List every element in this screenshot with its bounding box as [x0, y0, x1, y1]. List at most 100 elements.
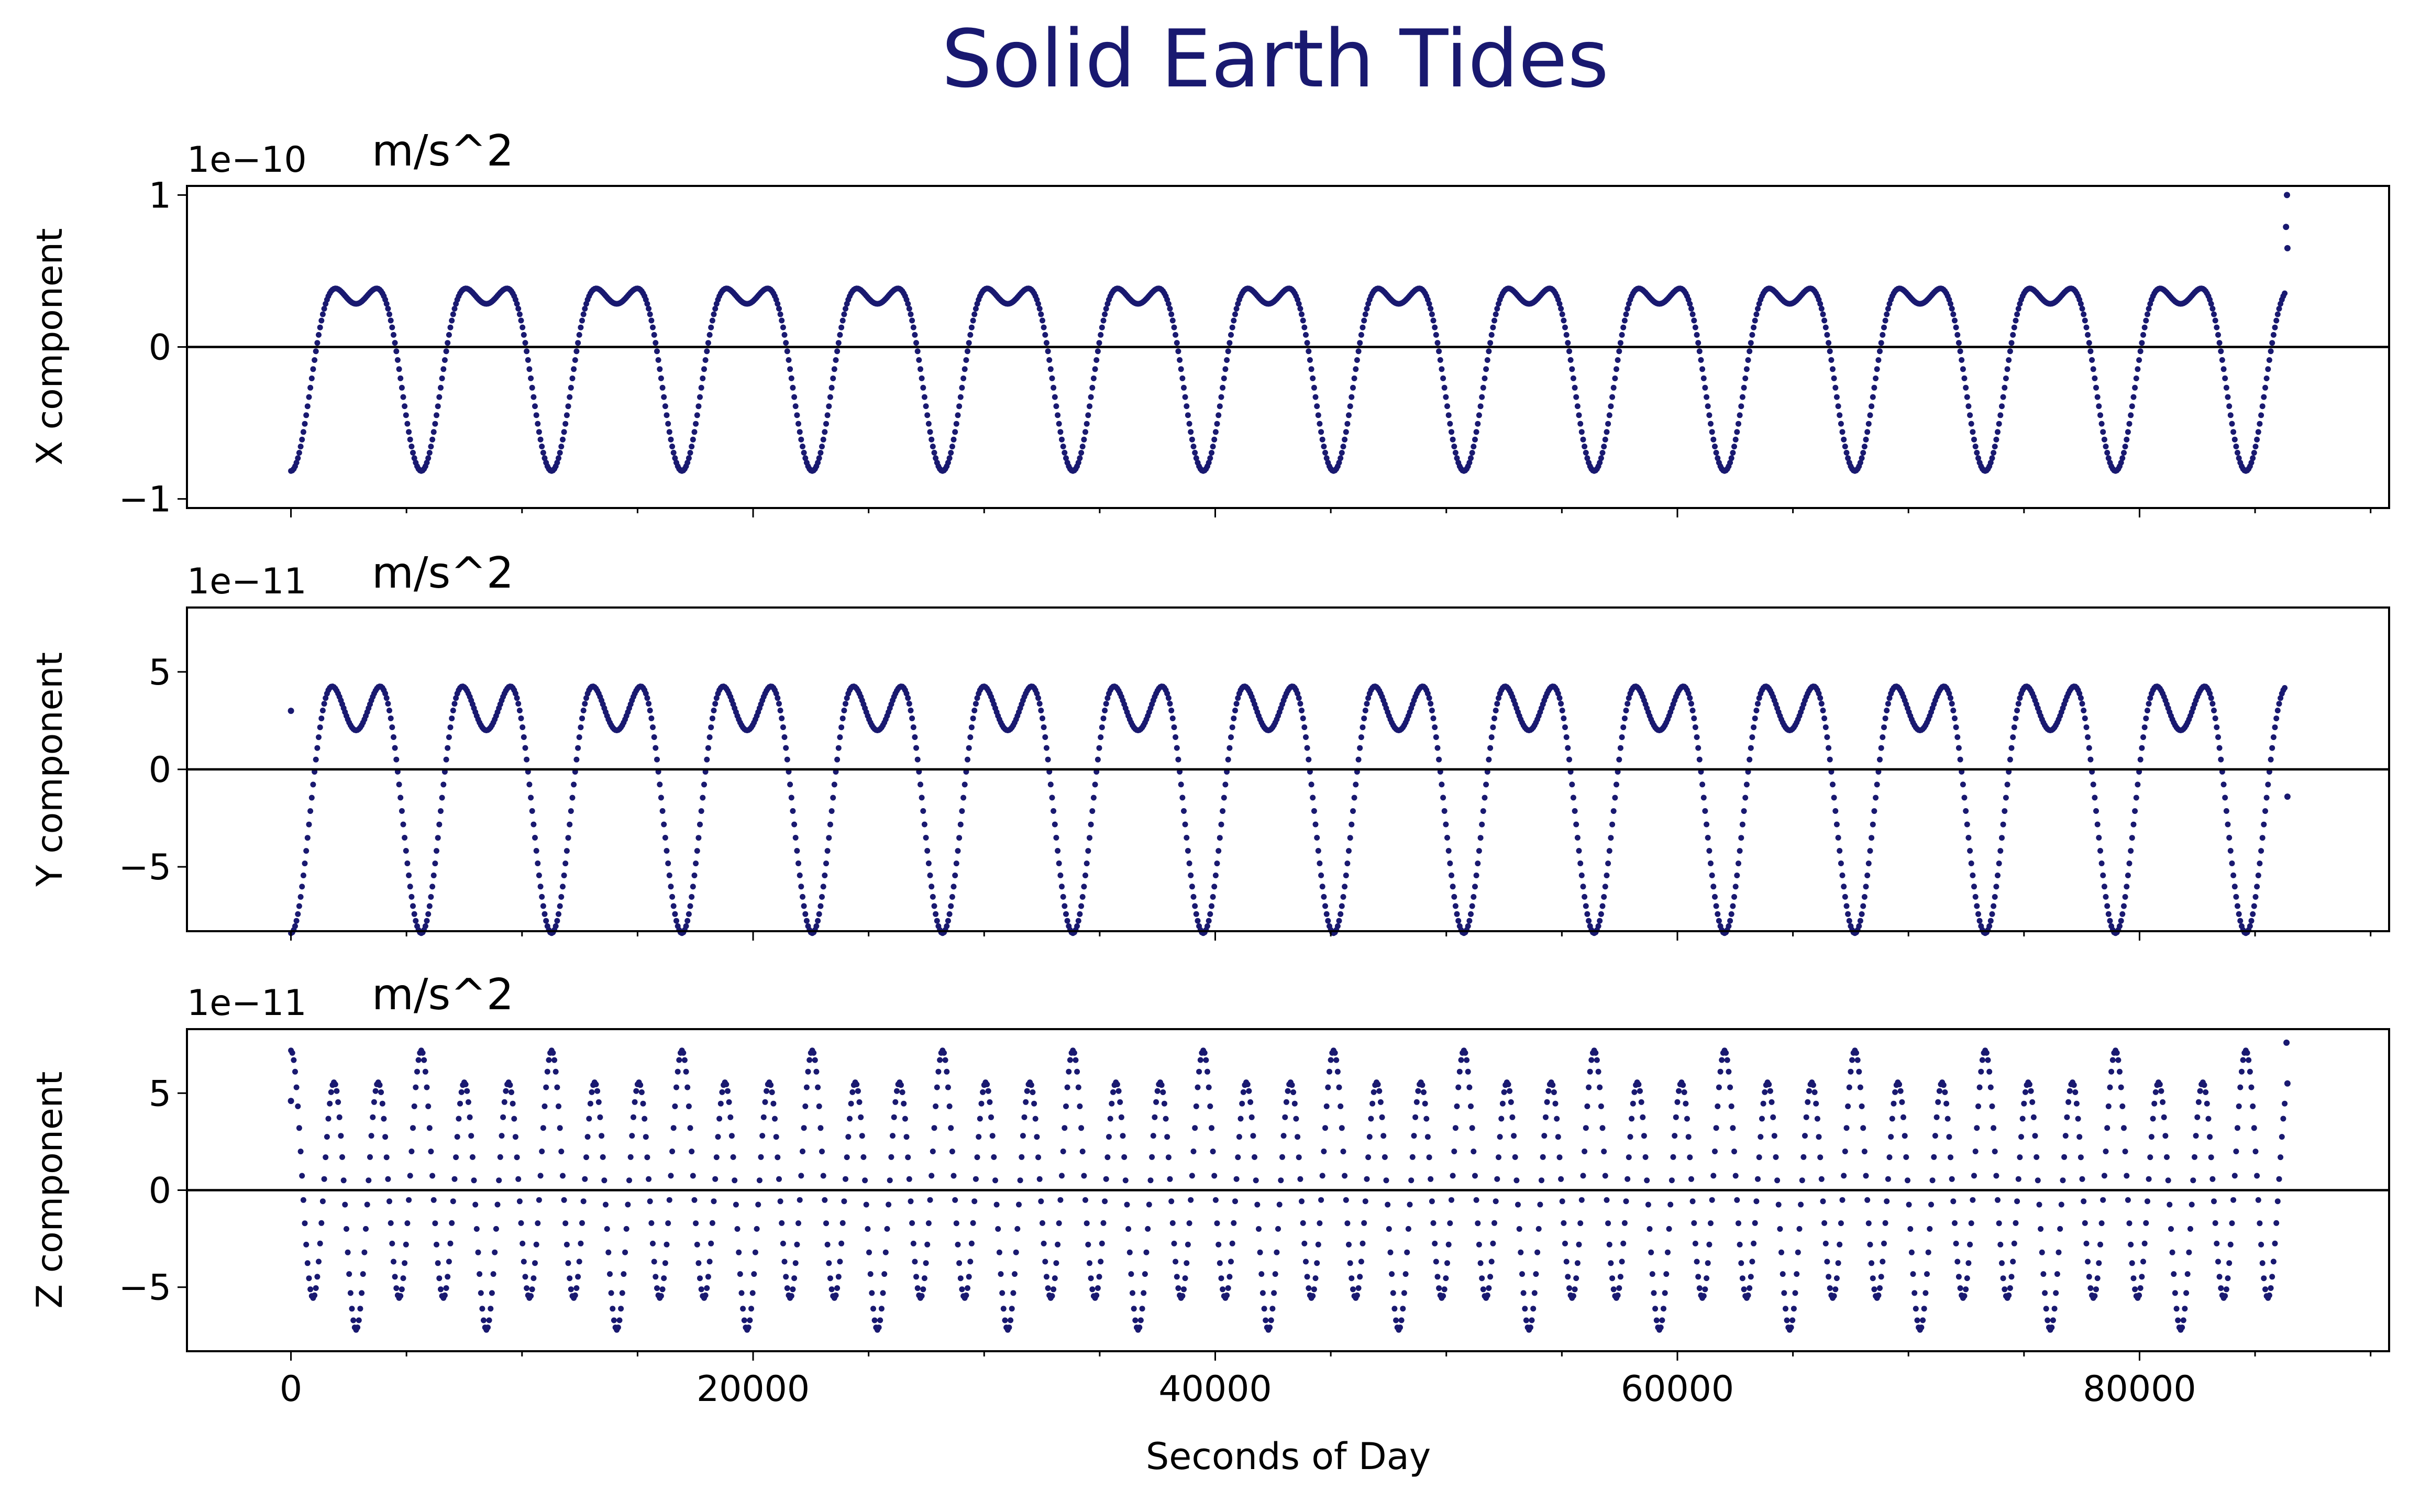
data-point	[1573, 1275, 1579, 1282]
panel-x-points	[288, 192, 2291, 474]
data-point	[2086, 745, 2092, 751]
data-point	[1732, 1173, 1739, 1179]
data-point	[408, 1149, 415, 1154]
data-point	[817, 450, 824, 456]
data-point	[2160, 1099, 2166, 1105]
data-point	[728, 1133, 735, 1139]
data-point	[2118, 1084, 2124, 1090]
data-point	[855, 1088, 861, 1094]
data-point	[2225, 1275, 2231, 1282]
data-point	[959, 1286, 965, 1293]
data-point	[563, 412, 570, 418]
data-point	[490, 1271, 496, 1277]
data-point	[1095, 1285, 1101, 1291]
data-point	[561, 873, 567, 878]
data-point	[1168, 1198, 1175, 1205]
data-point	[730, 1154, 736, 1160]
data-point	[453, 1154, 459, 1161]
data-point	[672, 1103, 678, 1109]
data-point	[1886, 695, 1893, 701]
data-point	[1301, 1240, 1308, 1246]
data-point	[2227, 412, 2234, 418]
data-point	[540, 903, 546, 909]
data-point	[914, 756, 921, 763]
data-point	[429, 884, 436, 890]
data-point	[844, 695, 850, 701]
data-point	[1173, 1259, 1179, 1265]
data-point	[2135, 781, 2141, 788]
data-point	[1493, 1198, 1499, 1205]
data-point	[2265, 781, 2271, 788]
data-point	[1953, 724, 1959, 731]
data-point	[360, 1271, 366, 1277]
data-point	[629, 1133, 635, 1139]
data-point	[916, 357, 922, 363]
data-point	[1059, 1173, 1065, 1179]
data-point	[963, 1292, 969, 1298]
data-point	[1619, 1259, 1625, 1265]
data-point	[1473, 873, 1479, 878]
panel-z-unit-label: m/s^2	[372, 970, 514, 1020]
data-point	[686, 455, 692, 461]
data-point	[292, 1068, 298, 1075]
data-point	[1217, 1260, 1223, 1266]
data-point	[1053, 835, 1059, 841]
data-point	[657, 781, 663, 788]
data-point	[1601, 1149, 1607, 1155]
data-point	[689, 894, 695, 900]
data-point	[1412, 1114, 1419, 1120]
data-point	[956, 403, 963, 410]
data-point	[824, 412, 831, 418]
data-point	[1306, 756, 1312, 763]
x-tick-label: 60000	[1621, 1368, 1734, 1410]
data-point	[1873, 376, 1879, 381]
data-point	[2211, 1198, 2217, 1205]
data-point	[1060, 1149, 1066, 1154]
data-point	[2231, 884, 2238, 890]
data-point	[578, 724, 584, 731]
data-point	[621, 1271, 627, 1277]
data-point	[342, 1201, 348, 1208]
data-point	[827, 394, 833, 400]
data-point	[542, 1103, 548, 1109]
data-point	[1559, 708, 1565, 714]
data-point	[1350, 384, 1356, 391]
data-point	[1344, 860, 1351, 867]
data-point	[2105, 455, 2112, 461]
data-point	[1239, 1100, 1245, 1107]
data-point	[1924, 1271, 1930, 1277]
data-point	[712, 1176, 719, 1182]
data-point	[1221, 376, 1227, 381]
data-point	[332, 1081, 338, 1087]
data-point	[528, 375, 534, 381]
data-point	[806, 1057, 813, 1063]
data-point	[870, 1306, 876, 1312]
data-point	[816, 1103, 822, 1109]
data-point	[974, 1154, 980, 1161]
data-point	[2209, 1176, 2216, 1182]
data-point	[325, 1116, 331, 1122]
data-point	[709, 317, 715, 324]
data-point	[1577, 860, 1584, 866]
data-point	[1572, 808, 1578, 814]
data-point	[1518, 1249, 1524, 1255]
data-point	[336, 1114, 342, 1120]
data-point	[1084, 1220, 1090, 1227]
data-point	[668, 884, 674, 890]
data-point	[715, 1134, 721, 1140]
data-point	[1371, 1089, 1377, 1095]
data-point	[1563, 1259, 1570, 1265]
data-point	[2124, 884, 2130, 890]
data-point	[313, 756, 319, 763]
data-point	[1181, 1286, 1187, 1293]
data-point	[816, 455, 822, 461]
data-point	[686, 1103, 692, 1109]
data-point	[966, 340, 972, 346]
data-point	[1130, 1290, 1135, 1296]
data-point	[1535, 1226, 1542, 1232]
data-point	[1132, 1317, 1139, 1323]
data-point	[1315, 848, 1321, 854]
data-point	[1566, 348, 1572, 355]
data-point	[826, 1260, 832, 1266]
data-point	[1215, 1241, 1222, 1248]
